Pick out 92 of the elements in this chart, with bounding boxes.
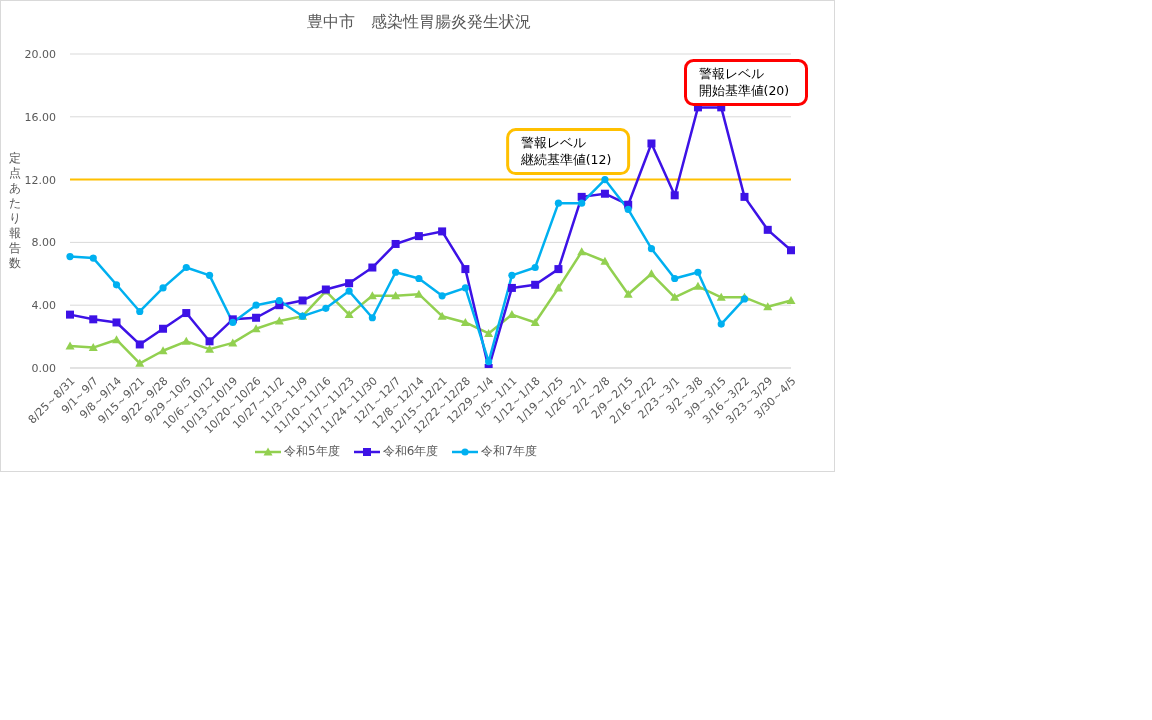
y-tick-label: 16.00 — [24, 110, 56, 124]
point — [694, 268, 702, 276]
point — [601, 176, 609, 184]
point — [484, 328, 494, 337]
point — [554, 199, 563, 207]
point — [554, 265, 563, 274]
point — [577, 247, 587, 256]
point — [600, 256, 610, 265]
point — [414, 289, 424, 298]
point — [89, 315, 98, 324]
legend-label: 令和6年度 — [382, 443, 439, 460]
point — [391, 291, 401, 300]
point — [740, 192, 749, 201]
ref-line-label: 警報レベル継続基準値(12) — [519, 134, 612, 167]
point — [763, 302, 773, 311]
legend-label: 令和7年度 — [481, 443, 537, 460]
point — [670, 191, 679, 200]
annotation: 警報レベル開始基準値(20) — [698, 65, 790, 98]
y-tick-label: 0.00 — [31, 361, 56, 375]
point — [763, 225, 772, 234]
point — [66, 310, 74, 319]
point — [508, 271, 516, 279]
point — [507, 283, 516, 292]
point — [205, 271, 214, 279]
point — [693, 281, 703, 290]
point — [112, 335, 122, 344]
point — [135, 358, 145, 367]
legend-label: 令和5年度 — [284, 443, 340, 460]
point — [182, 309, 191, 318]
point — [577, 192, 586, 201]
chart-title: 豊中市 感染性胃腸炎発生状況 — [305, 12, 532, 33]
point — [460, 317, 470, 326]
point — [437, 311, 447, 320]
point — [786, 295, 796, 304]
point — [275, 296, 283, 305]
y-axis-title: 定点あたり報告数 — [8, 151, 21, 271]
point — [530, 317, 540, 326]
y-tick-label: 20.00 — [24, 47, 56, 61]
point — [368, 263, 377, 272]
point — [228, 338, 238, 347]
y-tick-label: 8.00 — [31, 236, 56, 250]
point — [65, 341, 75, 350]
point — [159, 324, 168, 333]
point — [322, 304, 330, 312]
point — [88, 343, 98, 352]
point — [205, 344, 215, 353]
point — [344, 310, 354, 319]
point — [531, 280, 540, 289]
point — [647, 139, 656, 148]
point — [181, 336, 191, 345]
point — [112, 281, 121, 289]
point — [507, 310, 517, 319]
point — [717, 320, 725, 328]
y-tick-label: 12.00 — [24, 173, 56, 187]
point — [252, 301, 260, 309]
point — [646, 269, 656, 278]
point — [438, 227, 447, 236]
point — [600, 189, 609, 198]
point — [438, 292, 446, 300]
point — [368, 314, 376, 322]
point — [205, 337, 214, 346]
point — [66, 252, 74, 261]
point — [298, 296, 307, 305]
point — [531, 263, 539, 272]
point — [716, 292, 726, 301]
point — [89, 254, 97, 262]
point — [345, 279, 354, 288]
point — [578, 199, 586, 207]
point — [415, 274, 423, 283]
point — [158, 346, 168, 355]
point — [787, 246, 795, 255]
point — [251, 324, 261, 333]
point — [367, 291, 377, 300]
y-tick-label: 4.00 — [31, 299, 56, 313]
point — [112, 318, 121, 327]
point — [391, 239, 400, 248]
point — [252, 313, 261, 322]
point — [345, 287, 353, 295]
point — [461, 265, 470, 274]
point — [461, 284, 469, 292]
point — [647, 245, 656, 253]
point — [670, 292, 680, 301]
point — [414, 232, 423, 241]
point — [136, 307, 144, 316]
point — [159, 284, 167, 292]
point — [392, 268, 400, 276]
point — [182, 263, 190, 272]
point — [485, 358, 493, 366]
point — [135, 340, 144, 349]
point — [624, 205, 632, 214]
point — [671, 274, 679, 283]
point — [623, 289, 633, 298]
